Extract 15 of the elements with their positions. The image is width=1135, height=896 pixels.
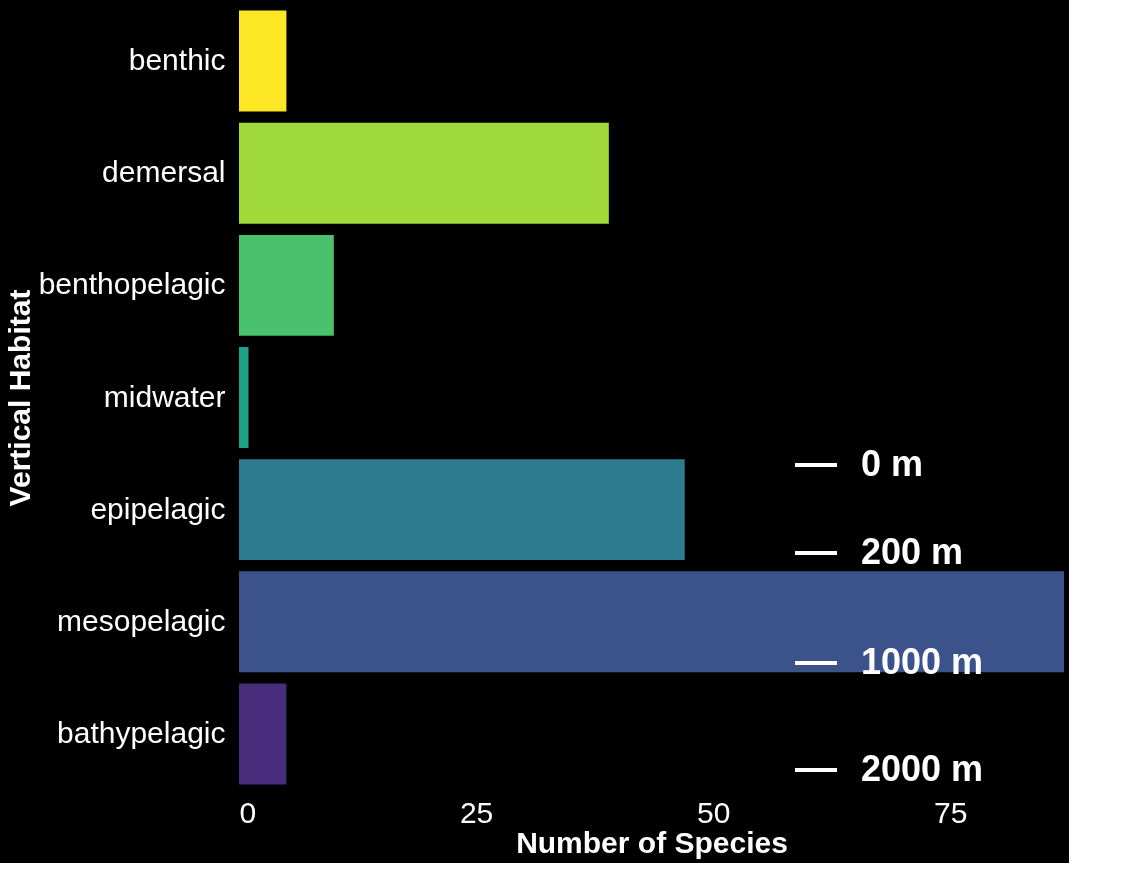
annotation: 0 m bbox=[861, 443, 924, 484]
y-tick-label: mesopelagic bbox=[57, 603, 226, 637]
x-tick-label: 25 bbox=[459, 795, 494, 829]
annotation: 200 m bbox=[861, 531, 964, 572]
x-tick-label: 75 bbox=[934, 795, 968, 829]
y-tick-label: benthic bbox=[128, 43, 226, 77]
y-tick-label: epipelagic bbox=[90, 491, 226, 525]
y-tick-label: midwater bbox=[103, 379, 226, 413]
x-tick-label: 0 bbox=[239, 795, 257, 829]
annotation: 2000 m bbox=[861, 748, 984, 789]
y-tick-label: demersal bbox=[102, 155, 226, 189]
y-tick-label: benthopelagic bbox=[38, 267, 226, 301]
y-tick-label: bathypelagic bbox=[57, 715, 226, 749]
annotation: 1000 m bbox=[861, 641, 984, 682]
y-axis-title: Vertical Habitat bbox=[2, 289, 36, 507]
